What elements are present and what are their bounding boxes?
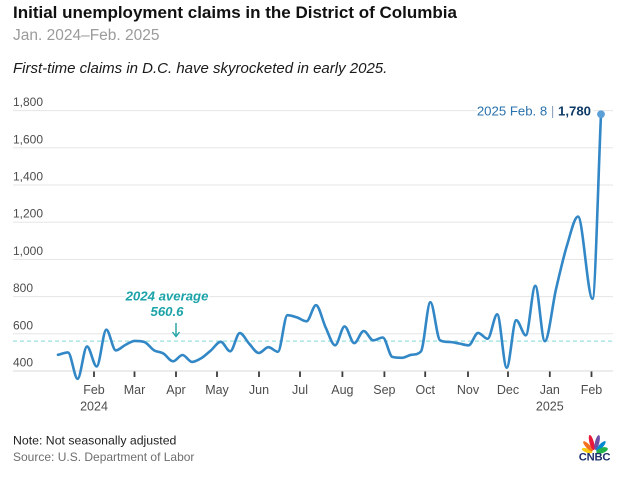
svg-text:Oct: Oct (415, 383, 435, 397)
svg-text:Mar: Mar (124, 383, 146, 397)
svg-text:Aug: Aug (331, 383, 353, 397)
svg-text:Feb: Feb (83, 383, 105, 397)
svg-text:560.6: 560.6 (150, 304, 184, 319)
svg-text:Source: U.S. Department of Lab: Source: U.S. Department of Labor (13, 450, 194, 464)
svg-text:1,400: 1,400 (13, 170, 43, 184)
svg-text:Dec: Dec (497, 383, 519, 397)
svg-text:Nov: Nov (457, 383, 480, 397)
svg-text:1,600: 1,600 (13, 132, 43, 146)
svg-text:Feb: Feb (581, 383, 603, 397)
svg-text:1,200: 1,200 (13, 207, 43, 221)
svg-text:Apr: Apr (166, 383, 185, 397)
svg-text:Initial unemployment claims in: Initial unemployment claims in the Distr… (13, 3, 457, 22)
svg-text:Jan: Jan (540, 383, 560, 397)
svg-text:May: May (205, 383, 229, 397)
svg-text:Note: Not seasonally adjusted: Note: Not seasonally adjusted (13, 434, 177, 448)
svg-text:Jan. 2024–Feb. 2025: Jan. 2024–Feb. 2025 (13, 27, 160, 44)
svg-text:600: 600 (13, 318, 33, 332)
svg-text:1,000: 1,000 (13, 244, 43, 258)
svg-text:First-time claims in D.C. have: First-time claims in D.C. have skyrocket… (13, 60, 387, 77)
svg-text:2024 average: 2024 average (125, 289, 209, 304)
svg-text:Sep: Sep (373, 383, 395, 397)
svg-text:1,800: 1,800 (13, 95, 43, 109)
svg-text:400: 400 (13, 356, 33, 370)
svg-text:CNBC: CNBC (579, 452, 611, 464)
svg-text:2024: 2024 (80, 400, 108, 414)
svg-text:2025: 2025 (536, 400, 564, 414)
svg-text:800: 800 (13, 281, 33, 295)
svg-text:Jul: Jul (292, 383, 308, 397)
svg-text:Jun: Jun (249, 383, 269, 397)
svg-text:2025 Feb. 8 | 1,780: 2025 Feb. 8 | 1,780 (477, 104, 591, 119)
